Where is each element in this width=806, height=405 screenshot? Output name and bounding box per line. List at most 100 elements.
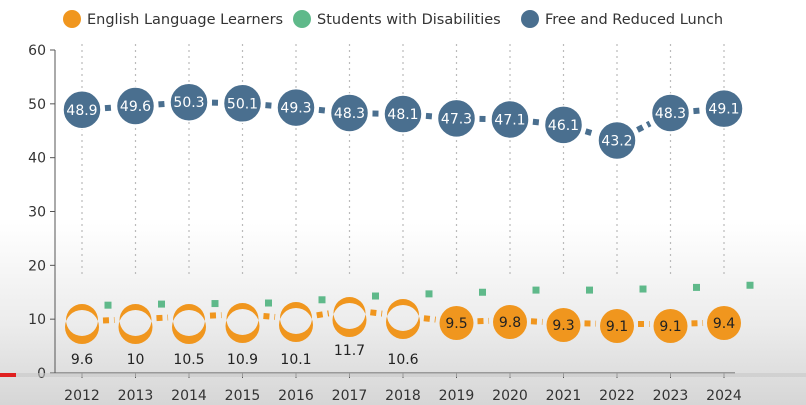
- ell-data-label: 10.5: [173, 352, 204, 368]
- frl-point: [436, 98, 477, 139]
- ell-data-label: 9.4: [713, 316, 735, 332]
- ell-data-label: 9.8: [499, 315, 521, 331]
- ell-data-label: 11.7: [334, 343, 365, 359]
- legend-swatch-2: [521, 10, 539, 28]
- ell-point: [653, 309, 688, 343]
- series-line-segment: [158, 100, 167, 108]
- frl-point: [169, 82, 209, 122]
- legend-swatch-0: [63, 10, 81, 28]
- x-tick-label: 2019: [439, 388, 475, 404]
- x-tick-label: 2012: [64, 388, 100, 404]
- ell-data-label: 9.1: [606, 319, 628, 335]
- swd-point: [425, 290, 433, 298]
- swd-point: [693, 283, 700, 291]
- legend-swatch-1: [293, 10, 311, 28]
- series-line-segment: [263, 313, 276, 320]
- video-progress-track[interactable]: [0, 373, 806, 377]
- swd-point: [318, 296, 326, 304]
- series-line-segment: [318, 106, 327, 114]
- series-english-language-learners: 9.6 10 10.5 10.9 10.1 11.7 10.6 9.5 9.8 9.3 9.1 9.1…: [65, 297, 741, 368]
- frl-point: [115, 86, 156, 126]
- x-tick-label: 2015: [225, 388, 261, 404]
- frl-point: [490, 99, 530, 140]
- frl-data-label: 46.1: [548, 118, 579, 134]
- legend-label-2: Free and Reduced Lunch: [545, 12, 723, 28]
- swd-point: [265, 299, 272, 307]
- frl-point: [329, 93, 370, 133]
- frl-data-label: 48.3: [655, 106, 686, 122]
- series-line-segment: [370, 309, 383, 317]
- frl-data-label: 49.3: [280, 101, 311, 117]
- y-tick-label: 40: [28, 151, 46, 167]
- series-line-segment: [584, 128, 596, 137]
- frl-point: [383, 94, 423, 134]
- series-free-reduced-lunch: 48.9 49.6 50.3 50.1 49.3 48.3 48.1 47.3 47.1 46.1…: [62, 82, 744, 161]
- ell-data-label: 10: [127, 352, 145, 368]
- ell-point: [386, 299, 420, 339]
- series-line-segment: [265, 102, 274, 109]
- y-axis: 0102030405060: [28, 43, 56, 382]
- ell-data-label: 9.5: [445, 316, 467, 332]
- series-line-segment: [316, 310, 330, 319]
- ell-data-label: 9.6: [71, 352, 93, 368]
- x-tick-label: 2021: [546, 388, 582, 404]
- frl-data-label: 48.3: [334, 106, 365, 122]
- frl-data-label: 50.1: [227, 96, 258, 112]
- swd-point: [639, 285, 647, 293]
- y-tick-label: 20: [28, 258, 46, 274]
- frl-point: [704, 88, 744, 129]
- series-line-segment: [532, 118, 541, 126]
- series-line-segment: [693, 107, 702, 115]
- frl-point: [276, 87, 316, 128]
- ell-data-label: 10.6: [387, 352, 418, 368]
- ell-data-label: 9.3: [552, 318, 574, 334]
- series-connectors-2: [104, 99, 702, 137]
- swd-point: [211, 300, 219, 308]
- x-tick-label: 2020: [492, 388, 528, 404]
- frl-point: [597, 120, 637, 161]
- frl-data-label: 48.1: [387, 107, 418, 123]
- frl-data-label: 47.3: [441, 111, 472, 127]
- frl-data-label: 50.3: [173, 95, 204, 111]
- swd-point: [479, 288, 486, 296]
- x-tick-label: 2023: [653, 388, 689, 404]
- series-line-segment: [104, 104, 113, 112]
- frl-data-label: 49.1: [708, 102, 739, 118]
- x-tick-label: 2017: [332, 388, 368, 404]
- frl-point: [222, 83, 263, 124]
- x-tick-label: 2024: [706, 388, 742, 404]
- y-tick-label: 10: [28, 312, 46, 328]
- frl-point: [62, 90, 102, 130]
- x-axis: 2012 2013 2014 2015 2016 2017 2018 2019 2020 2021…: [55, 372, 742, 404]
- frl-point: [543, 105, 584, 145]
- series-connectors-0: [102, 309, 704, 328]
- swd-point: [158, 300, 165, 308]
- series-line-segment: [156, 314, 169, 322]
- frl-data-label: 48.9: [66, 103, 97, 119]
- swd-point: [746, 281, 754, 289]
- series-layer: 48.9 49.6 50.3 50.1 49.3 48.3 48.1 47.3 47.1 46.1…: [62, 82, 754, 368]
- frl-data-label: 49.6: [120, 99, 151, 115]
- series-line-segment: [636, 120, 652, 133]
- ell-point: [118, 304, 153, 344]
- swd-point: [532, 286, 540, 294]
- swd-point: [104, 301, 112, 309]
- x-tick-label: 2016: [278, 388, 314, 404]
- y-tick-label: 60: [28, 43, 46, 59]
- x-tick-label: 2014: [171, 388, 207, 404]
- legend: English Language Learners Students with D…: [63, 10, 723, 28]
- video-progress-fill[interactable]: [0, 373, 16, 377]
- swd-point: [586, 286, 593, 294]
- x-tick-label: 2013: [118, 388, 154, 404]
- series-line-segment: [530, 318, 543, 325]
- series-line-segment: [423, 315, 436, 323]
- ell-point: [600, 309, 634, 343]
- ell-point: [65, 304, 99, 345]
- frl-data-label: 43.2: [601, 133, 632, 149]
- series-line-segment: [425, 112, 434, 120]
- ell-point: [546, 308, 581, 342]
- x-tick-label: 2018: [385, 388, 421, 404]
- frl-point: [650, 93, 691, 133]
- ell-point: [493, 305, 527, 339]
